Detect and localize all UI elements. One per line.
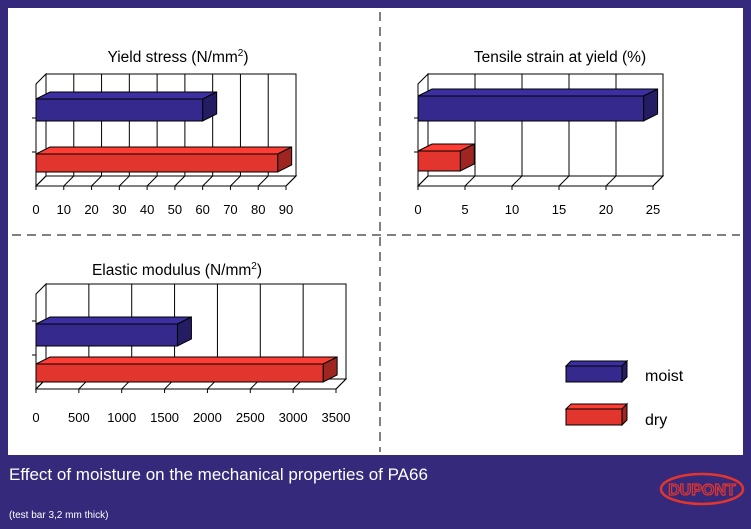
- footer-subtitle: (test bar 3,2 mm thick): [9, 510, 109, 521]
- bar-moist: [417, 88, 659, 122]
- floor-gridline: [118, 175, 130, 187]
- dupont-logo: DUPONT: [659, 472, 745, 506]
- floor-gridline: [257, 175, 269, 187]
- floor-gridline: [35, 175, 47, 187]
- floor-gridline: [230, 175, 241, 187]
- floor-gridline: [652, 175, 664, 187]
- chart-yield-stress: 0 10 20 30 40 50 60 70 80 90: [32, 72, 298, 217]
- legend-label-dry: dry: [645, 412, 668, 429]
- floor-gridline: [174, 175, 186, 187]
- tick-label: 3500: [322, 410, 351, 425]
- floor: [34, 175, 298, 187]
- bar-dry: [35, 356, 338, 383]
- chart-tensile-strain: 0 5 10 15 20 25: [414, 72, 665, 217]
- tick-label: 70: [223, 202, 237, 217]
- tick-label: 2000: [193, 410, 222, 425]
- tick-label: 10: [505, 202, 519, 217]
- tick-label: 0: [414, 202, 421, 217]
- tick-label: 1000: [107, 410, 136, 425]
- legend: [564, 359, 629, 427]
- tick-label: 25: [646, 202, 660, 217]
- tick-label: 0: [32, 410, 39, 425]
- floor-gridline: [558, 175, 570, 187]
- floor-gridline: [202, 175, 214, 187]
- tick-label: 20: [599, 202, 613, 217]
- tick-label: 5: [461, 202, 468, 217]
- tick-label: 90: [279, 202, 293, 217]
- tick-label: 2500: [236, 410, 265, 425]
- bar-dry: [35, 146, 293, 173]
- bar-moist: [35, 91, 218, 122]
- chart-title-tensile-strain: Tensile strain at yield (%): [474, 49, 646, 66]
- bar-moist: [35, 316, 192, 347]
- chart-title-elastic-modulus: Elastic modulus (N/mm2): [92, 261, 262, 279]
- tick-label: 80: [251, 202, 265, 217]
- legend-swatch-dry: [564, 402, 629, 427]
- tick-label: 0: [32, 202, 39, 217]
- quadrant-dividers: [12, 12, 740, 452]
- tick-label: 20: [84, 202, 98, 217]
- floor-gridline: [285, 175, 297, 187]
- tick-label: 40: [140, 202, 154, 217]
- chart-title-yield-stress: Yield stress (N/mm2): [107, 48, 248, 66]
- floor-gridline: [417, 175, 429, 187]
- tick-label: 50: [168, 202, 182, 217]
- floor-gridline: [511, 175, 523, 187]
- legend-label-moist: moist: [645, 368, 684, 385]
- floor-gridline: [605, 175, 617, 187]
- legend-swatch-moist: [564, 359, 629, 384]
- floor-gridline: [335, 378, 347, 390]
- floor-gridline: [146, 175, 158, 187]
- floor-gridline: [91, 175, 102, 187]
- floor-gridline: [63, 175, 75, 187]
- tick-label: 30: [112, 202, 126, 217]
- bar-dry: [417, 143, 475, 172]
- logo-text: DUPONT: [668, 482, 736, 499]
- chart-elastic-modulus: 0 500 1000 1500 2000 2500 3000 3500: [32, 282, 351, 425]
- tick-label: 500: [68, 410, 90, 425]
- floor-gridline: [464, 175, 476, 187]
- footer-title: Effect of moisture on the mechanical pro…: [9, 465, 428, 484]
- tick-label: 10: [57, 202, 71, 217]
- tick-label: 1500: [150, 410, 179, 425]
- tick-label: 15: [552, 202, 566, 217]
- tick-label: 3000: [279, 410, 308, 425]
- tick-label: 60: [195, 202, 209, 217]
- floor: [416, 175, 665, 187]
